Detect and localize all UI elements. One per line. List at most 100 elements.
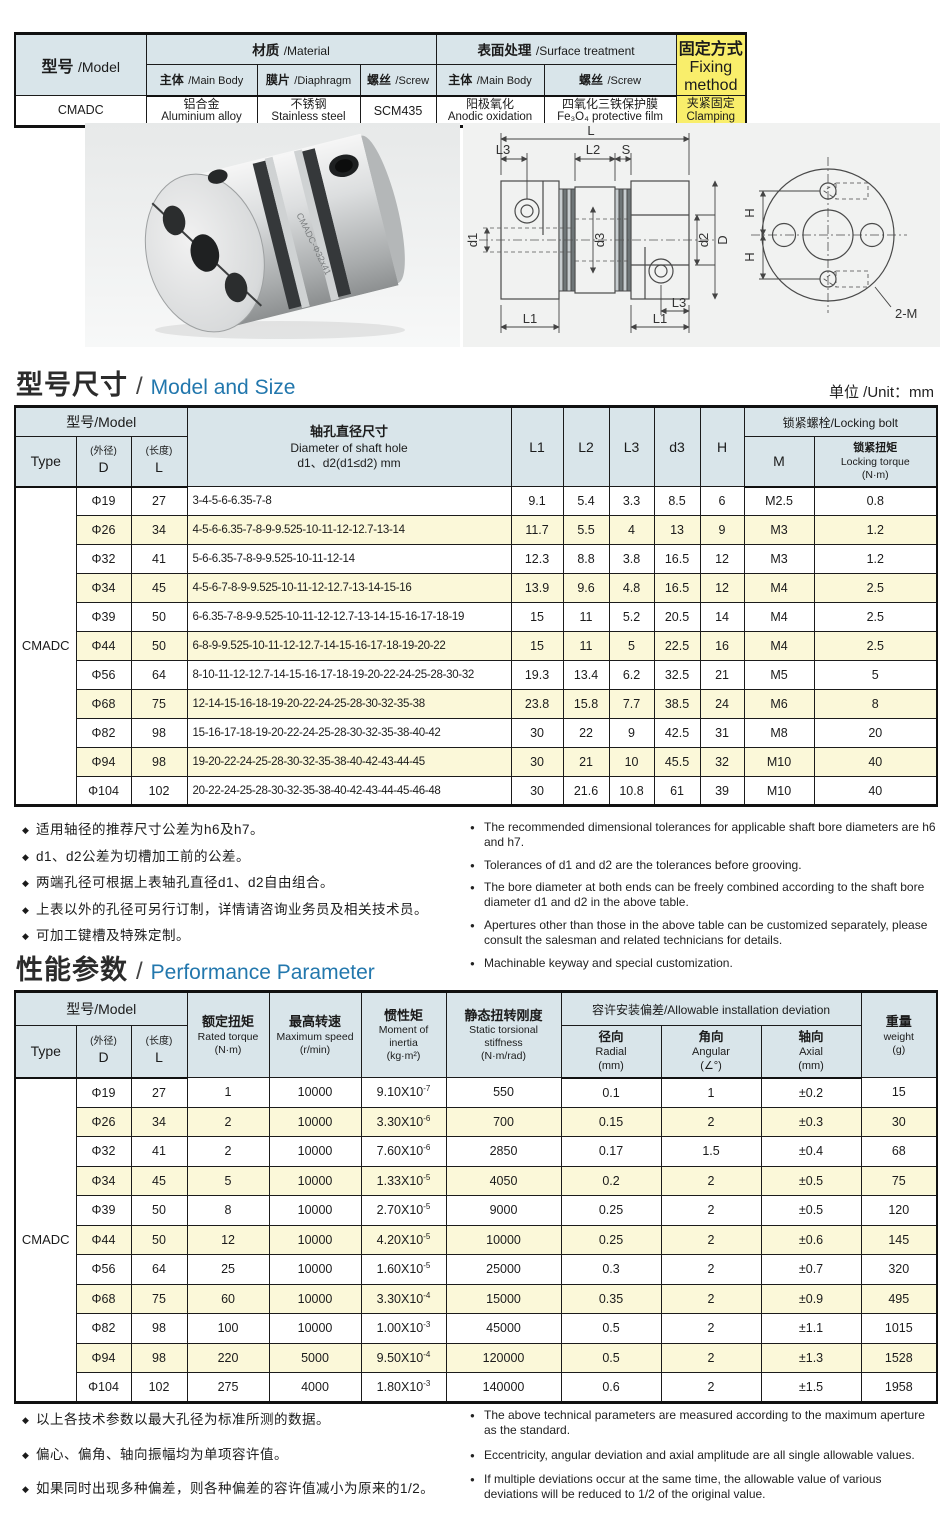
table-row: Φ68 75 12-14-15-16-18-19-20-22-24-25-28-30… bbox=[15, 689, 938, 719]
table-row: Φ39 50 8 10000 2.70X10-5 9000 0.25 2 ±0.5 120 bbox=[15, 1195, 938, 1226]
table-cell: 10.8 bbox=[608, 776, 655, 806]
table-row: Φ82 98 100 10000 1.00X10-3 45000 0.5 2 ±1.1 1015 bbox=[15, 1313, 938, 1344]
svg-text:L1: L1 bbox=[523, 311, 537, 326]
table-cell: 5 bbox=[813, 660, 938, 690]
table-cell: ±0.2 bbox=[760, 1077, 862, 1108]
table-cell: 0.1 bbox=[560, 1077, 662, 1108]
table-cell: 15 bbox=[510, 631, 564, 661]
table-cell: 9 bbox=[608, 718, 655, 748]
table-cell: 6.2 bbox=[608, 660, 655, 690]
note-text: The recommended dimensional tolerances f… bbox=[484, 820, 936, 850]
bullet-icon: ◆ bbox=[22, 931, 30, 942]
d-header: (外径) D bbox=[75, 436, 132, 488]
table-cell: Φ82 bbox=[75, 718, 132, 748]
note-item: ◆ 适用轴径的推荐尺寸公差为h6及h7。 bbox=[22, 820, 452, 840]
table-cell: 4 bbox=[608, 515, 655, 545]
diaphragm-gap bbox=[302, 148, 352, 297]
diaphragm-value: 不锈钢 Stainless steel bbox=[256, 95, 361, 127]
perf-table-wrap: 型号/Model 额定扭矩 Rated torque (N·m) 最高转速 Ma… bbox=[14, 990, 939, 1404]
perf-section-title: 性能参数 / Performance Parameter bbox=[16, 948, 375, 987]
spec-table: 型号 /Model 材质 /Material 表面处理 /Surface tre… bbox=[14, 32, 748, 128]
table-cell: 2 bbox=[660, 1224, 762, 1255]
table-cell: M6 bbox=[743, 689, 815, 719]
dimension-drawing: L L3 L2 S d1 d3 d2 D L1 L1 L3 H H 2-M bbox=[465, 123, 917, 333]
table-cell: 1958 bbox=[860, 1372, 938, 1403]
table-cell: 14 bbox=[699, 602, 745, 632]
table-cell: ±0.4 bbox=[760, 1136, 862, 1167]
table-cell: 45000 bbox=[445, 1313, 562, 1344]
table-cell: 13.4 bbox=[562, 660, 610, 690]
stiffness-header: 静态扭转刚度 Static torsional stiffness (N·m/r… bbox=[445, 991, 562, 1078]
table-cell: 2 bbox=[660, 1165, 762, 1196]
section-title-en: Model and Size bbox=[150, 376, 296, 399]
front-labels: H H 2-M bbox=[742, 208, 917, 321]
table-cell: 3.3 bbox=[608, 486, 655, 516]
table-cell: 4-5-6-6.35-7-8-9-9.525-10-11-12-12.7-13-… bbox=[186, 515, 512, 545]
svg-text:2-M: 2-M bbox=[895, 306, 917, 321]
table-row: Φ44 50 6-8-9-9.525-10-11-12-12.7-14-15-16-… bbox=[15, 631, 938, 661]
table-cell: 11 bbox=[562, 631, 610, 661]
table-cell: 60 bbox=[186, 1283, 270, 1314]
table-cell: 2 bbox=[660, 1254, 762, 1285]
bullet-icon: ● bbox=[470, 920, 475, 930]
table-cell: 16.5 bbox=[653, 573, 701, 603]
table-cell: 102 bbox=[130, 776, 188, 806]
table-row: Φ94 98 220 5000 9.50X10-4 120000 0.5 2 ±1.3 1528 bbox=[15, 1342, 938, 1373]
table-cell: M8 bbox=[743, 718, 815, 748]
note-item: ● The recommended dimensional tolerances … bbox=[470, 820, 936, 851]
front-dims bbox=[759, 190, 892, 308]
table-cell: 32.5 bbox=[653, 660, 701, 690]
svg-text:L: L bbox=[587, 123, 594, 138]
table-cell: 5000 bbox=[268, 1342, 362, 1373]
note-item: ◆ 以上各技术参数以最大孔径为标准所测的数据。 bbox=[22, 1410, 452, 1430]
table-cell: 75 bbox=[130, 689, 188, 719]
bullet-icon: ◆ bbox=[22, 904, 30, 915]
bullet-icon: ● bbox=[470, 883, 475, 893]
table-cell: 1 bbox=[186, 1077, 270, 1108]
bullet-icon: ● bbox=[470, 1475, 475, 1485]
surface-main-body-header: 主体 /Main Body bbox=[435, 64, 545, 97]
table-cell: 2 bbox=[186, 1106, 270, 1137]
table-cell: 75 bbox=[860, 1165, 938, 1196]
table-cell: Φ39 bbox=[75, 1195, 132, 1226]
table-cell: 10000 bbox=[268, 1077, 362, 1108]
note-item: ● Tolerances of d1 and d2 are the toleran… bbox=[470, 858, 936, 873]
note-item: ◆ 偏心、偏角、轴向振幅均为单项容许值。 bbox=[22, 1445, 452, 1465]
coupling-photo-illustration: CMADC-Φ32x41 bbox=[85, 123, 460, 347]
bolt-hole bbox=[224, 272, 248, 303]
table-cell: M3 bbox=[743, 515, 815, 545]
table-cell: M2.5 bbox=[743, 486, 815, 516]
table-cell: M4 bbox=[743, 631, 815, 661]
table-cell: Φ94 bbox=[75, 747, 132, 777]
table-cell: 9.6 bbox=[562, 573, 610, 603]
table-cell: 12 bbox=[186, 1224, 270, 1255]
table-cell: 98 bbox=[130, 718, 188, 748]
table-cell: 27 bbox=[130, 486, 188, 516]
max-speed-header: 最高转速 Maximum speed (r/min) bbox=[268, 991, 362, 1078]
table-cell: ±0.6 bbox=[760, 1224, 862, 1255]
bullet-icon: ◆ bbox=[22, 1484, 30, 1495]
table-cell: 30 bbox=[860, 1106, 938, 1137]
table-cell: 50 bbox=[130, 602, 188, 632]
table-cell: 11 bbox=[562, 602, 610, 632]
svg-text:d2: d2 bbox=[696, 233, 711, 247]
table-cell: 2850 bbox=[445, 1136, 562, 1167]
size-table-wrap: 型号/Model 轴孔直径尺寸 Diameter of shaft hole d… bbox=[14, 405, 939, 807]
table-cell: 21.6 bbox=[562, 776, 610, 806]
table-cell: 0.5 bbox=[560, 1342, 662, 1373]
table-cell: 9.10X10-7 bbox=[360, 1077, 447, 1108]
note-text: 适用轴径的推荐尺寸公差为h6及h7。 bbox=[36, 822, 265, 837]
table-cell: 9000 bbox=[445, 1195, 562, 1226]
table-cell: 1528 bbox=[860, 1342, 938, 1373]
note-text: 以上各技术参数以最大孔径为标准所测的数据。 bbox=[36, 1412, 330, 1427]
svg-text:S: S bbox=[622, 142, 631, 157]
table-cell: 41 bbox=[130, 1136, 188, 1167]
table-cell: 31 bbox=[699, 718, 745, 748]
table-cell: Φ39 bbox=[75, 602, 132, 632]
table-cell: 3.30X10-6 bbox=[360, 1106, 447, 1137]
table-cell: 495 bbox=[860, 1283, 938, 1314]
table-cell: 8.5 bbox=[653, 486, 701, 516]
note-item: ● The bore diameter at both ends can be f… bbox=[470, 880, 936, 911]
table-cell: Φ82 bbox=[75, 1313, 132, 1344]
table-cell: 140000 bbox=[445, 1372, 562, 1403]
